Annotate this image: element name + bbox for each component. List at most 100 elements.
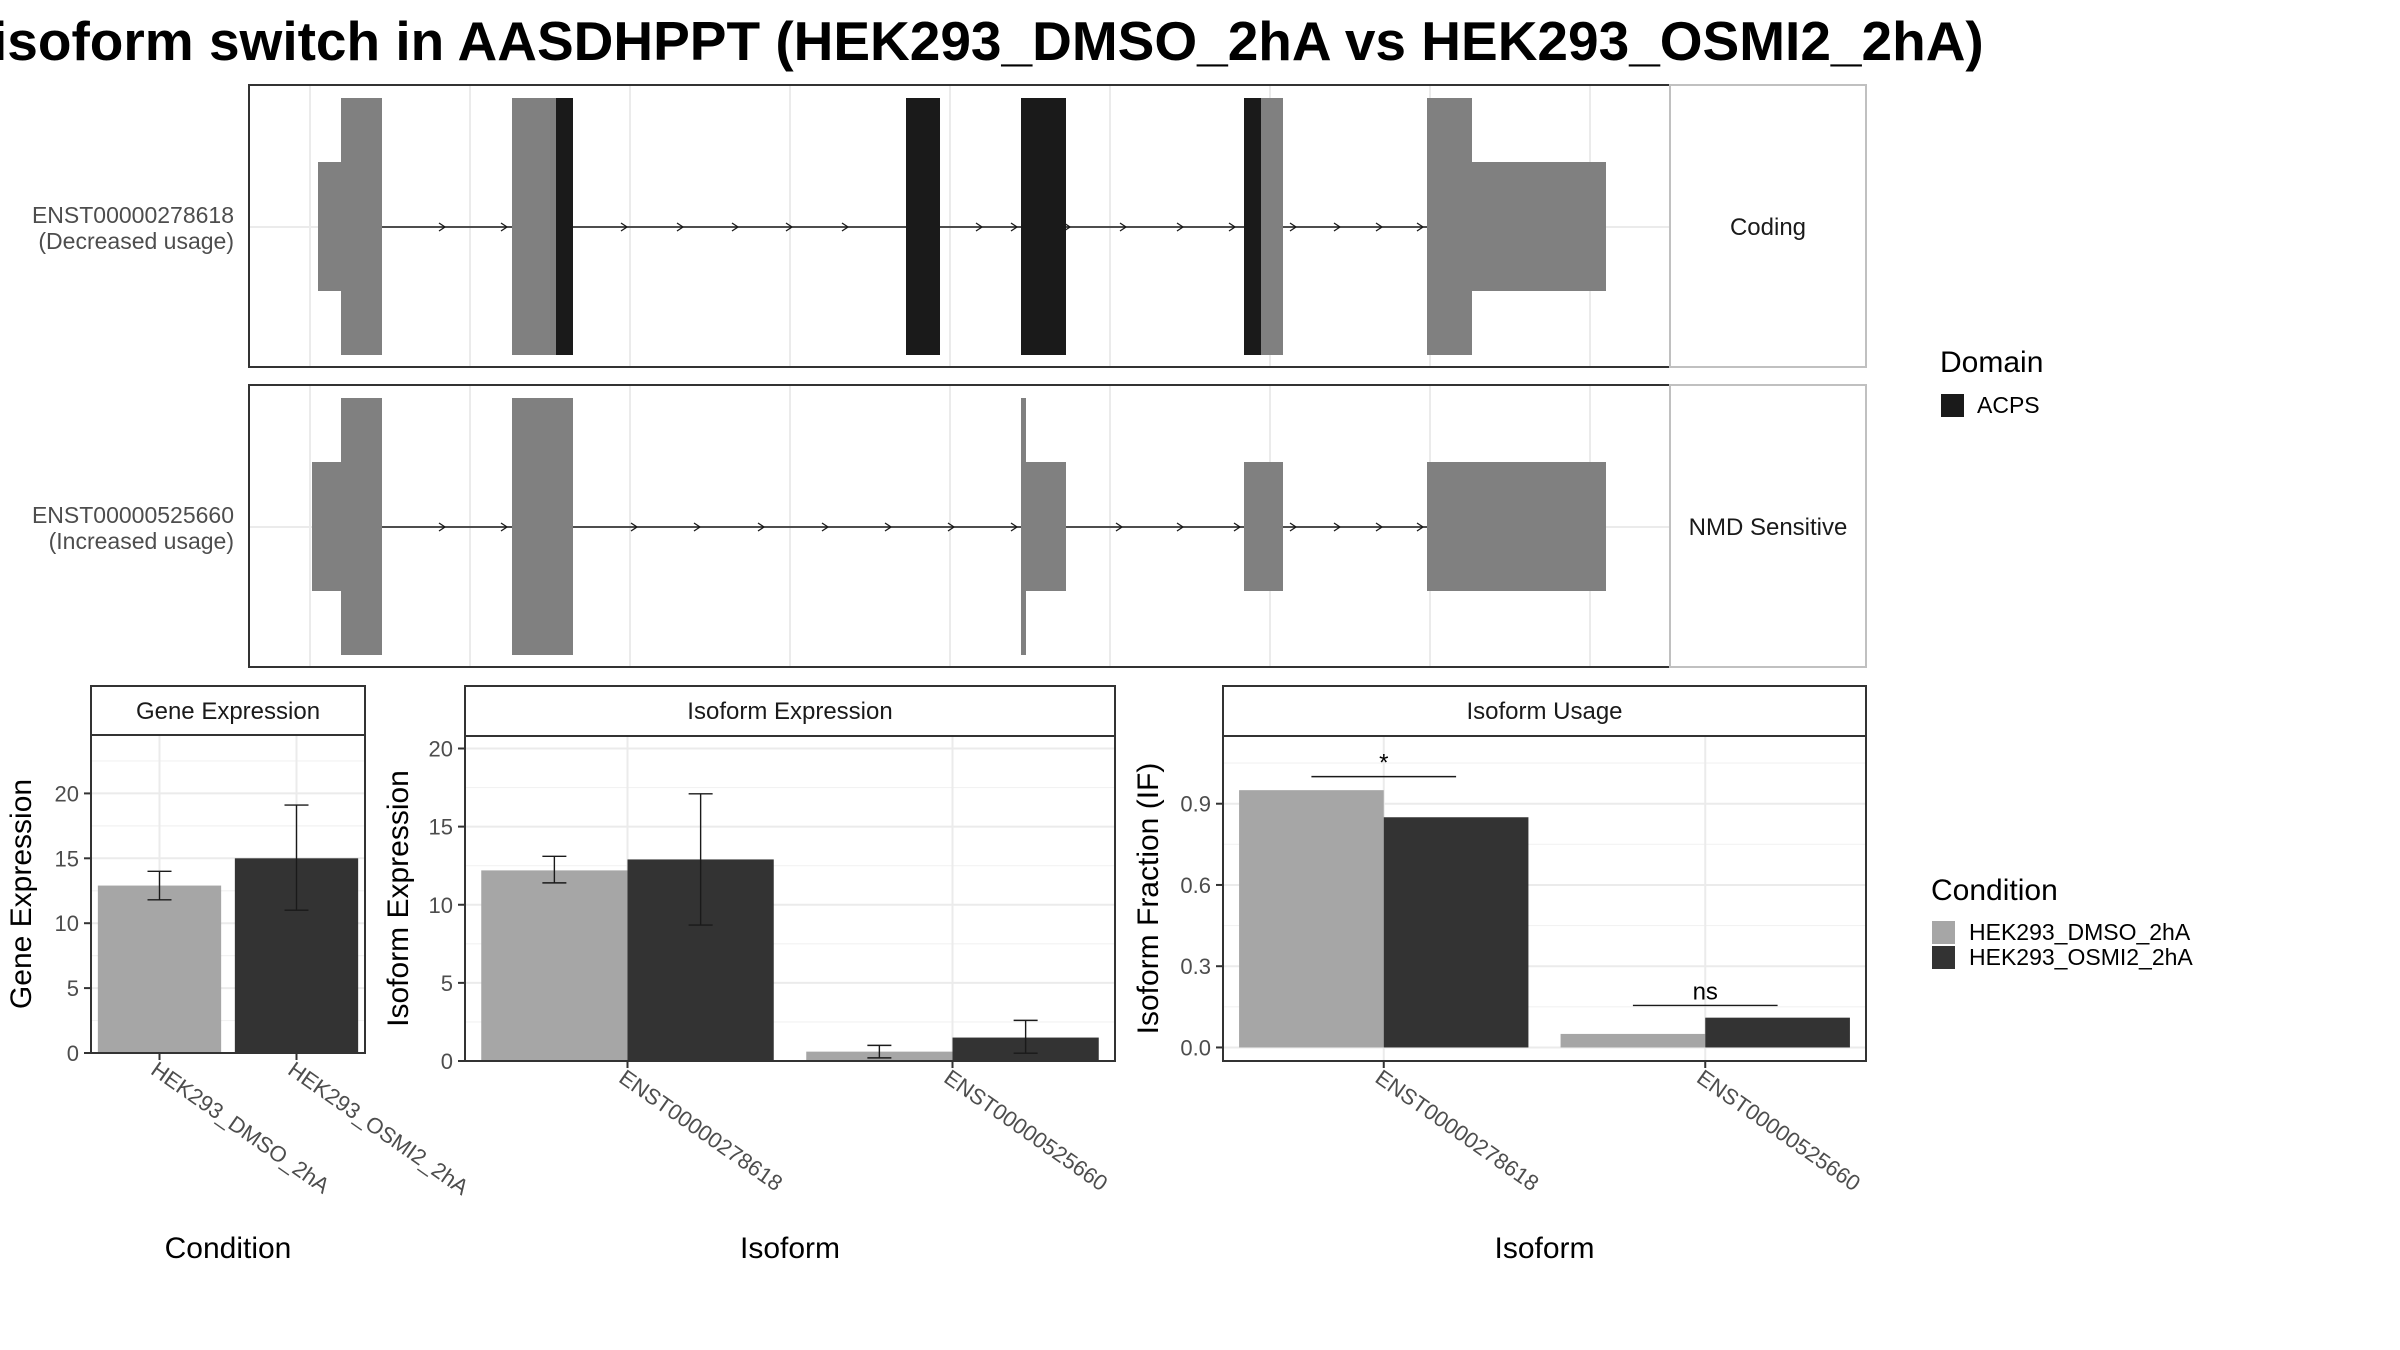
x-axis-title: Condition	[165, 1232, 292, 1265]
exon-block	[318, 162, 341, 291]
exon-block	[512, 98, 556, 355]
intron-direction-arrow	[785, 222, 794, 232]
x-tick-label: ENST00000278618	[615, 1065, 788, 1196]
x-tick-label: ENST00000525660	[1692, 1065, 1865, 1196]
exon-block	[512, 398, 573, 655]
intron-direction-arrow	[1010, 222, 1019, 232]
domain-acps-block	[906, 98, 940, 355]
intron-direction-arrow	[620, 222, 629, 232]
chart-strip-label: Isoform Expression	[687, 698, 892, 725]
y-tick-label: 20	[429, 737, 453, 762]
intron-direction-arrow	[731, 222, 740, 232]
condition-legend-swatch-dmso	[1932, 921, 1955, 944]
y-axis-title: Isoform Fraction (IF)	[1132, 763, 1165, 1035]
y-tick-label: 20	[55, 781, 79, 806]
x-axis-title: Isoform	[1494, 1232, 1594, 1265]
intron-direction-arrow	[1289, 522, 1298, 532]
y-tick-label: 15	[429, 815, 453, 840]
transcript-usage-label: (Increased usage)	[49, 528, 234, 554]
isoform-usage-chart: Isoform Usage * ns 0.0 0.3 0.6 0.9 ENST00000278…	[1132, 685, 1867, 1265]
domain-acps-block	[1244, 98, 1261, 355]
intron-direction-arrow	[975, 222, 984, 232]
category-strip	[1669, 384, 1867, 668]
transcript-label: ENST00000525660	[32, 502, 234, 528]
intron-direction-arrow	[500, 522, 509, 532]
intron-direction-arrow	[1416, 222, 1425, 232]
intron-direction-arrow	[693, 522, 702, 532]
y-tick-label: 0.3	[1180, 954, 1211, 979]
intron-direction-arrow	[1375, 522, 1384, 532]
significance-label: ns	[1693, 978, 1718, 1005]
domain-legend: Domain ACPS	[1940, 346, 2043, 418]
domain-legend-label-acps: ACPS	[1977, 392, 2040, 418]
y-tick-label: 10	[55, 911, 79, 936]
y-tick-label: 5	[441, 971, 453, 996]
intron-direction-arrow	[884, 522, 893, 532]
intron-direction-arrow	[438, 222, 447, 232]
intron-direction-arrow	[1228, 222, 1237, 232]
domain-legend-swatch-acps	[1941, 394, 1964, 417]
bar	[1383, 817, 1529, 1048]
condition-legend-title: Condition	[1931, 874, 2058, 907]
gene-structure-panel: Coding ENST00000278618(Decreased usage) N…	[32, 84, 1867, 668]
y-tick-label: 5	[67, 976, 79, 1001]
condition-legend: Condition HEK293_DMSO_2hA HEK293_OSMI2_2…	[1931, 874, 2193, 970]
intron-direction-arrow	[1333, 222, 1342, 232]
x-tick-label: ENST00000278618	[1371, 1065, 1544, 1196]
x-axis-title: Isoform	[740, 1232, 840, 1265]
y-axis-title: Gene Expression	[5, 779, 38, 1009]
exon-block	[341, 398, 382, 655]
figure-title: isoform switch in AASDHPPT (HEK293_DMSO_…	[0, 10, 1984, 72]
domain-acps-block	[556, 98, 573, 355]
intron-direction-arrow	[1176, 222, 1185, 232]
y-tick-label: 0	[441, 1049, 453, 1074]
intron-direction-arrow	[1333, 522, 1342, 532]
category-strip-label: NMD Sensitive	[1689, 514, 1848, 541]
domain-acps-block	[1021, 98, 1066, 355]
chart-plot-border	[1222, 735, 1867, 1062]
intron-direction-arrow	[1010, 522, 1019, 532]
exon-block	[1021, 398, 1026, 655]
y-axis-title: Isoform Expression	[382, 770, 415, 1027]
exon-block	[1026, 462, 1066, 591]
chart-strip	[1222, 685, 1867, 737]
significance-label: *	[1379, 750, 1388, 777]
intron-direction-arrow	[500, 222, 509, 232]
y-tick-label: 0.6	[1180, 873, 1211, 898]
bar	[1705, 1017, 1850, 1048]
condition-legend-swatch-osmi2	[1932, 946, 1955, 969]
category-strip-label: Coding	[1730, 214, 1806, 241]
isoform-expression-chart: Isoform Expression 0 5 10 15 20 ENST0000027861…	[382, 685, 1116, 1265]
intron-direction-arrow	[947, 522, 956, 532]
intron-direction-arrow	[757, 522, 766, 532]
transcript-track-enst00000278618: Coding ENST00000278618(Decreased usage)	[32, 84, 1867, 368]
intron-direction-arrow	[676, 222, 685, 232]
bar	[481, 870, 628, 1061]
exon-block	[1472, 162, 1606, 291]
exon-block	[1261, 98, 1283, 355]
transcript-usage-label: (Decreased usage)	[38, 228, 234, 254]
bar	[1560, 1033, 1706, 1048]
chart-strip	[90, 685, 366, 736]
intron-direction-arrow	[841, 222, 850, 232]
condition-legend-label-dmso: HEK293_DMSO_2hA	[1969, 919, 2191, 945]
exon-block	[1427, 98, 1472, 355]
intron-direction-arrow	[1119, 222, 1128, 232]
chart-strip-label: Isoform Usage	[1466, 698, 1622, 725]
intron-direction-arrow	[1375, 222, 1384, 232]
transcript-label: ENST00000278618	[32, 202, 234, 228]
bar	[1239, 790, 1384, 1048]
chart-plot-border	[464, 735, 1116, 1062]
exon-block	[1427, 462, 1606, 591]
y-tick-label: 15	[55, 846, 79, 871]
intron-direction-arrow	[1233, 522, 1242, 532]
domain-legend-title: Domain	[1940, 346, 2043, 379]
intron-direction-arrow	[1115, 522, 1124, 532]
y-tick-label: 0.0	[1180, 1035, 1211, 1060]
intron-direction-arrow	[438, 522, 447, 532]
y-tick-label: 0	[67, 1041, 79, 1066]
category-strip	[1669, 84, 1867, 368]
transcript-track-enst00000525660: NMD Sensitive ENST00000525660(Increased u…	[32, 384, 1867, 668]
exon-block	[341, 98, 382, 355]
